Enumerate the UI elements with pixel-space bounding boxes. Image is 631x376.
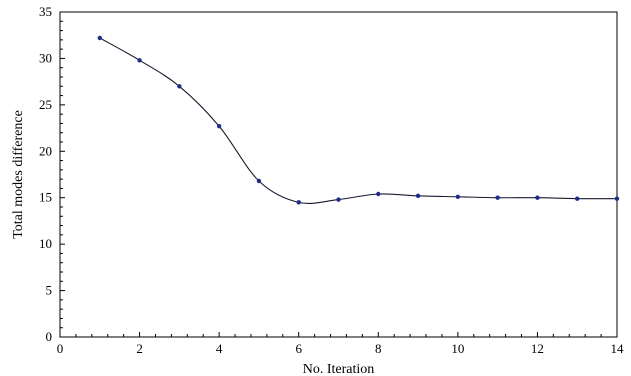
data-point [296, 200, 301, 205]
data-point [575, 196, 580, 201]
data-point [177, 84, 182, 89]
y-tick-label: 35 [39, 4, 52, 19]
y-tick-label: 30 [39, 50, 52, 65]
x-tick-label: 10 [451, 341, 464, 356]
y-tick-label: 10 [39, 236, 52, 251]
data-point [97, 35, 102, 41]
x-axis-title: No. Iteration [303, 362, 375, 376]
y-axis-title: Total modes difference [11, 110, 26, 239]
plot-frame [59, 11, 618, 338]
data-point [137, 58, 142, 63]
data-point [614, 196, 620, 201]
series-markers [97, 35, 620, 205]
data-point [455, 194, 461, 199]
y-tick-label: 15 [39, 190, 52, 205]
x-axis-ticks: 0 2 4 6 8 10 12 14 [57, 332, 624, 356]
data-point [495, 195, 500, 200]
data-point [256, 178, 262, 184]
series-line [99, 37, 618, 204]
y-tick-label: 20 [39, 143, 52, 158]
data-point [336, 197, 341, 202]
y-tick-label: 0 [46, 329, 53, 344]
data-point [376, 191, 381, 197]
x-tick-label: 2 [136, 341, 143, 356]
x-tick-label: 12 [531, 341, 544, 356]
x-tick-label: 4 [216, 341, 223, 356]
data-point [535, 195, 540, 200]
y-tick-label: 5 [46, 283, 53, 298]
x-tick-label: 8 [375, 341, 382, 356]
data-point [415, 193, 421, 199]
x-tick-label: 14 [611, 341, 625, 356]
x-tick-label: 6 [295, 341, 302, 356]
data-point [216, 124, 222, 129]
y-tick-label: 25 [39, 97, 52, 112]
y-axis-ticks: 0 5 10 15 20 25 30 35 [39, 4, 65, 344]
x-tick-label: 0 [57, 341, 64, 356]
